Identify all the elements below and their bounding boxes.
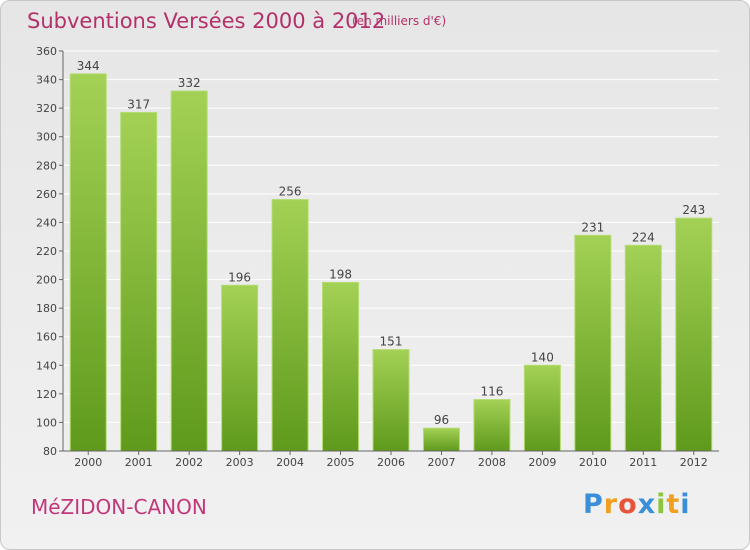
data-label: 198 [329, 267, 352, 281]
x-tick-label: 2003 [226, 456, 254, 469]
chart-subtitle: (en milliers d'€) [352, 14, 447, 28]
data-label: 140 [531, 350, 554, 364]
x-tick-label: 2010 [579, 456, 607, 469]
bar [675, 217, 713, 452]
chart-title: Subventions Versées 2000 à 2012 [27, 9, 386, 33]
data-label: 243 [682, 203, 705, 217]
logo-letter: x [637, 489, 657, 520]
y-tick-label: 140 [36, 359, 57, 372]
logo-letter: r [603, 489, 619, 520]
data-label: 344 [77, 59, 100, 73]
x-tick-label: 2001 [125, 456, 153, 469]
x-tick-label: 2004 [276, 456, 304, 469]
bar [69, 73, 107, 452]
x-tick-label: 2006 [377, 456, 405, 469]
logo-letter: o [618, 489, 638, 520]
data-label: 317 [127, 97, 150, 111]
bar [221, 284, 259, 452]
logo-letter: i [656, 489, 667, 520]
bar [170, 90, 208, 452]
x-tick-label: 2005 [327, 456, 355, 469]
y-tick-label: 340 [36, 74, 57, 87]
y-tick-label: 300 [36, 131, 57, 144]
bar [271, 199, 309, 452]
logo-letter: P [583, 489, 604, 520]
y-tick-label: 80 [43, 445, 57, 458]
data-label: 231 [581, 220, 604, 234]
logo-letter: i [680, 489, 691, 520]
x-tick-label: 2002 [175, 456, 203, 469]
data-label: 151 [380, 335, 403, 349]
data-label: 96 [434, 413, 449, 427]
y-tick-label: 160 [36, 331, 57, 344]
bar [322, 281, 360, 452]
data-label: 116 [480, 385, 503, 399]
bar [120, 111, 158, 452]
y-tick-label: 180 [36, 302, 57, 315]
bar [422, 427, 460, 452]
y-tick-label: 240 [36, 216, 57, 229]
y-tick-label: 280 [36, 159, 57, 172]
bar [372, 349, 410, 452]
data-label: 256 [279, 185, 302, 199]
bar [523, 364, 561, 452]
y-tick-label: 320 [36, 102, 57, 115]
x-tick-label: 2007 [427, 456, 455, 469]
data-label: 196 [228, 270, 251, 284]
logo-letter: t [666, 489, 681, 520]
bar [473, 399, 511, 452]
x-tick-label: 2011 [629, 456, 657, 469]
x-tick-label: 2012 [680, 456, 708, 469]
y-tick-label: 360 [36, 45, 57, 58]
y-tick-label: 220 [36, 245, 57, 258]
x-tick-label: 2008 [478, 456, 506, 469]
data-label: 332 [178, 76, 201, 90]
y-tick-label: 260 [36, 188, 57, 201]
y-tick-label: 200 [36, 274, 57, 287]
bar [574, 234, 612, 452]
x-tick-label: 2009 [528, 456, 556, 469]
y-tick-label: 120 [36, 388, 57, 401]
proxiti-logo[interactable]: Proxiti [583, 489, 691, 520]
y-tick-label: 100 [36, 416, 57, 429]
bar [624, 244, 662, 452]
commune-name: MéZIDON-CANON [31, 495, 207, 519]
data-label: 224 [632, 230, 655, 244]
x-tick-label: 2000 [74, 456, 102, 469]
